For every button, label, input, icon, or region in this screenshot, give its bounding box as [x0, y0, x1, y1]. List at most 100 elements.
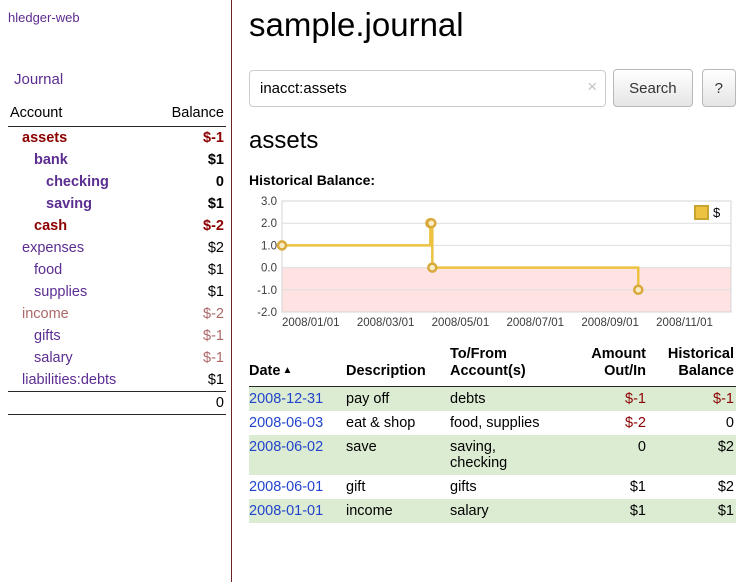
search-button[interactable]: Search [613, 69, 693, 107]
main-content: sample.journal × Search ? assets Histori… [233, 0, 742, 582]
accounts-total-spacer [8, 392, 152, 415]
account-link[interactable]: checking [46, 174, 109, 190]
account-cell: cash [8, 215, 152, 237]
search-form: × Search ? [249, 69, 736, 107]
chart-title: Historical Balance: [249, 172, 736, 188]
transaction-date-link[interactable]: 2008-06-02 [249, 439, 323, 455]
transaction-amount: $1 [562, 499, 648, 523]
account-link[interactable]: expenses [22, 240, 84, 256]
sidebar: hledger-web Journal Account Balance asse… [0, 0, 232, 582]
sidebar-item-journal[interactable]: Journal [14, 71, 226, 88]
transaction-date-link[interactable]: 2008-06-01 [249, 479, 323, 495]
account-link[interactable]: cash [34, 218, 67, 234]
account-balance: $-1 [152, 127, 226, 150]
transaction-row[interactable]: 2008-01-01 income salary $1 $1 [249, 499, 736, 523]
transaction-amount: $-2 [562, 411, 648, 435]
account-balance: $1 [152, 369, 226, 392]
legend-label: $ [713, 205, 721, 220]
transaction-date-cell: 2008-06-02 [249, 435, 346, 475]
account-link[interactable]: income [22, 306, 69, 322]
transaction-row[interactable]: 2008-12-31 pay off debts $-1 $-1 [249, 386, 736, 411]
svg-text:2008/01/01: 2008/01/01 [282, 317, 340, 329]
account-cell: gifts [8, 325, 152, 347]
transaction-date-link[interactable]: 2008-12-31 [249, 391, 323, 407]
account-link[interactable]: supplies [34, 284, 87, 300]
account-link[interactable]: salary [34, 350, 73, 366]
account-row: checking 0 [8, 171, 226, 193]
transaction-date-cell: 2008-06-03 [249, 411, 346, 435]
account-link[interactable]: bank [34, 152, 68, 168]
transaction-row[interactable]: 2008-06-03 eat & shop food, supplies $-2… [249, 411, 736, 435]
register-header-description: Description [346, 344, 450, 386]
transaction-balance: $1 [648, 499, 736, 523]
account-row: saving $1 [8, 193, 226, 215]
transaction-description: save [346, 435, 450, 475]
transaction-date-link[interactable]: 2008-01-01 [249, 503, 323, 519]
page-title: sample.journal [249, 6, 736, 44]
transaction-balance: $-1 [648, 386, 736, 411]
transaction-amount: $1 [562, 475, 648, 499]
transaction-date-link[interactable]: 2008-06-03 [249, 415, 323, 431]
account-cell: income [8, 303, 152, 325]
register-table: Date▲ Description To/From Account(s) Amo… [249, 344, 736, 523]
date-header-label: Date [249, 363, 280, 379]
transaction-accounts: debts [450, 386, 562, 411]
transaction-description: gift [346, 475, 450, 499]
search-input[interactable] [249, 70, 606, 107]
account-row: assets $-1 [8, 127, 226, 150]
svg-text:2008/11/01: 2008/11/01 [656, 317, 713, 329]
account-row: bank $1 [8, 149, 226, 171]
chart-data-point [634, 286, 642, 294]
transaction-row[interactable]: 2008-06-01 gift gifts $1 $2 [249, 475, 736, 499]
account-balance: $-2 [152, 215, 226, 237]
historical-balance-chart[interactable]: 3.02.01.00.0-1.0-2.02008/01/012008/03/01… [249, 196, 736, 330]
transaction-balance: 0 [648, 411, 736, 435]
account-balance: $-2 [152, 303, 226, 325]
svg-text:2008/05/01: 2008/05/01 [432, 317, 490, 329]
account-heading: assets [249, 127, 736, 155]
help-button[interactable]: ? [702, 69, 736, 107]
account-link[interactable]: liabilities:debts [22, 372, 116, 388]
account-balance: $2 [152, 237, 226, 259]
sort-asc-icon: ▲ [282, 365, 292, 376]
account-balance: $1 [152, 193, 226, 215]
accounts-table: Account Balance assets $-1 bank $1 [8, 102, 226, 415]
transaction-accounts: saving, checking [450, 435, 562, 475]
account-link[interactable]: assets [22, 130, 67, 146]
app-title-link[interactable]: hledger-web [8, 10, 226, 25]
svg-text:2008/07/01: 2008/07/01 [507, 317, 565, 329]
transaction-date-cell: 2008-12-31 [249, 386, 346, 411]
account-balance: $1 [152, 259, 226, 281]
register-header-row: Date▲ Description To/From Account(s) Amo… [249, 344, 736, 386]
legend-swatch [695, 206, 708, 219]
account-link[interactable]: saving [46, 196, 92, 212]
accounts-header-row: Account Balance [8, 102, 226, 127]
transaction-row[interactable]: 2008-06-02 save saving, checking 0 $2 [249, 435, 736, 475]
svg-text:2008/03/01: 2008/03/01 [357, 317, 415, 329]
transaction-balance: $2 [648, 435, 736, 475]
clear-search-icon[interactable]: × [587, 77, 597, 97]
transaction-date-cell: 2008-01-01 [249, 499, 346, 523]
account-row: salary $-1 [8, 347, 226, 369]
transaction-amount: $-1 [562, 386, 648, 411]
register-header-amount: Amount Out/In [562, 344, 648, 386]
account-link[interactable]: food [34, 262, 62, 278]
account-row: supplies $1 [8, 281, 226, 303]
account-cell: checking [8, 171, 152, 193]
account-link[interactable]: gifts [34, 328, 61, 344]
register-header-date[interactable]: Date▲ [249, 344, 346, 386]
accounts-header-account: Account [8, 102, 152, 127]
account-row: expenses $2 [8, 237, 226, 259]
account-balance: $-1 [152, 347, 226, 369]
chart-data-point [427, 219, 435, 227]
account-cell: expenses [8, 237, 152, 259]
transaction-accounts: food, supplies [450, 411, 562, 435]
account-cell: liabilities:debts [8, 369, 152, 392]
svg-text:3.0: 3.0 [261, 196, 277, 208]
account-cell: saving [8, 193, 152, 215]
account-row: food $1 [8, 259, 226, 281]
transaction-accounts: salary [450, 499, 562, 523]
accounts-total-row: 0 [8, 392, 226, 415]
transaction-date-cell: 2008-06-01 [249, 475, 346, 499]
accounts-total-value: 0 [152, 392, 226, 415]
